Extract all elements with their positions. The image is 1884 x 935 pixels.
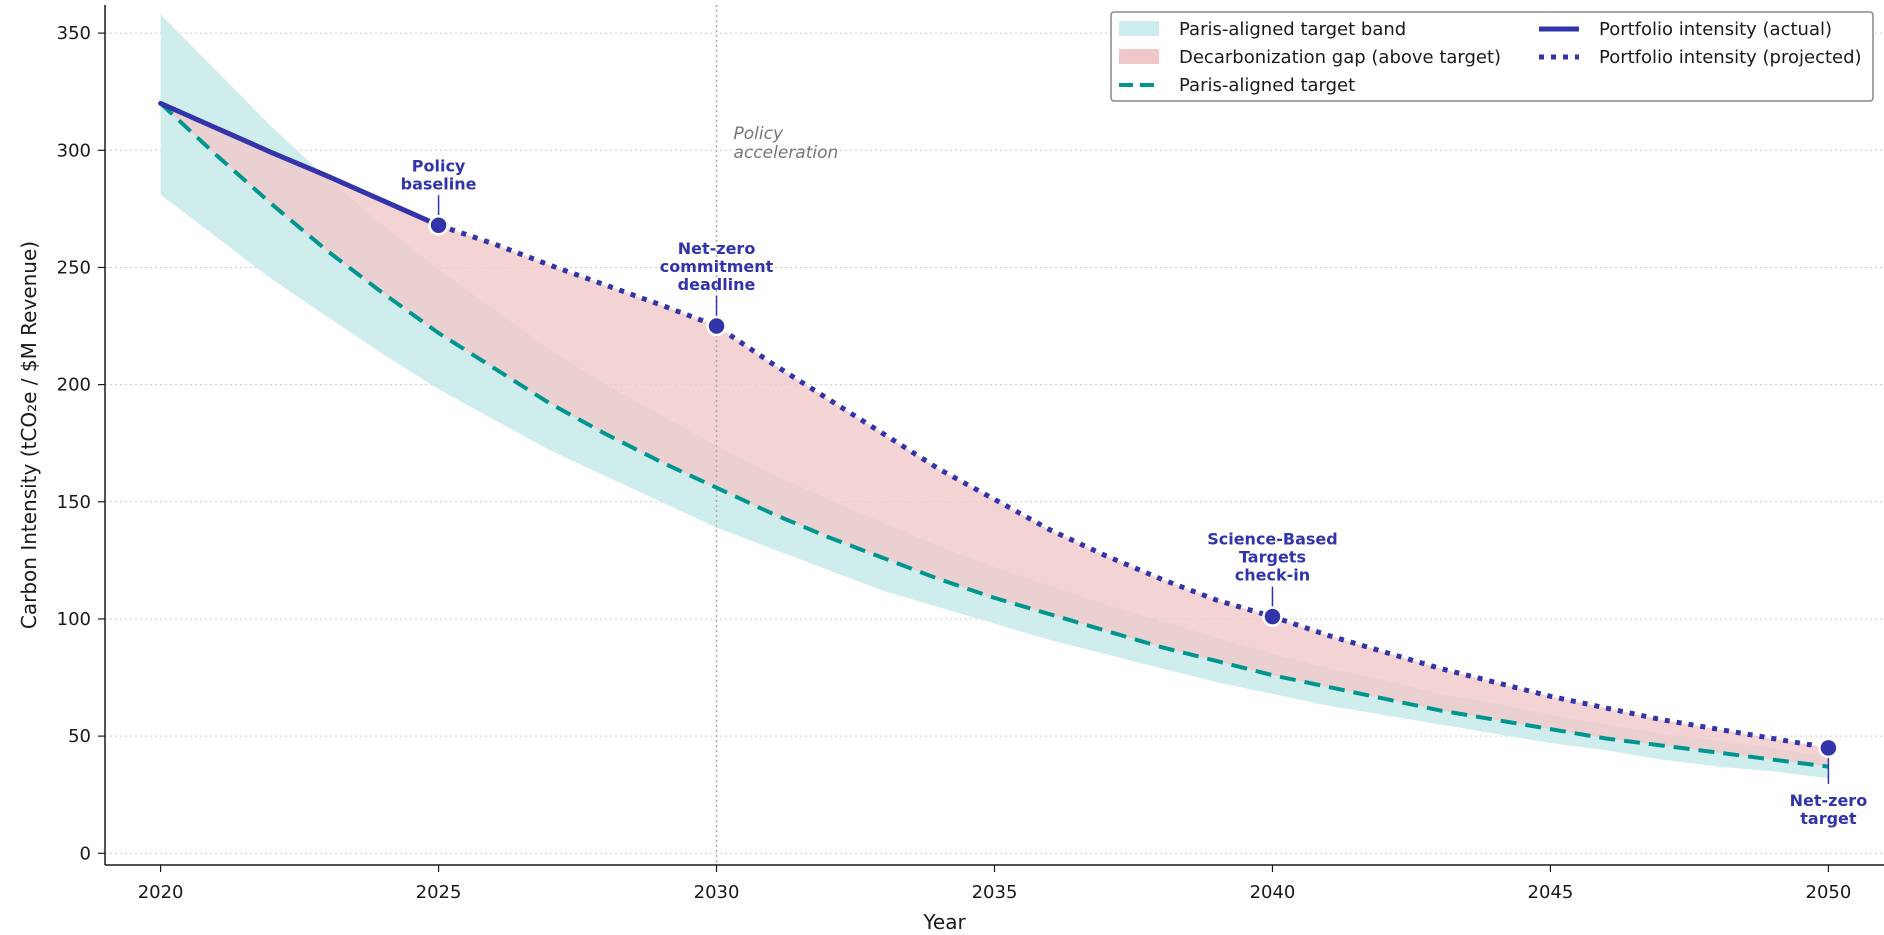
- y-tick-label: 150: [57, 492, 91, 513]
- legend-label: Portfolio intensity (actual): [1599, 19, 1832, 40]
- projected-line: [437, 222, 1829, 751]
- x-axis-title: Year: [922, 910, 966, 934]
- actual-line: [158, 100, 442, 228]
- milestone-marker: [1262, 606, 1283, 627]
- decarbonization-gap-area: [160, 103, 1829, 767]
- milestone-annotation: Net-zero commitment deadline: [660, 239, 774, 337]
- series-lines: [158, 100, 1829, 769]
- annotations: Policy baseline Net-zero commitment deadline…: [401, 156, 1868, 828]
- milestone-marker: [428, 215, 449, 236]
- target-band-area: [160, 14, 1829, 779]
- target-line: [159, 101, 1829, 769]
- legend-item-gap: Decarbonization gap (above target): [1119, 47, 1501, 68]
- legend-box: [1110, 11, 1874, 102]
- x-tick-label: 2030: [694, 882, 740, 903]
- y-tick-label: 50: [68, 726, 91, 747]
- axes: 0 50 100 150 200 250 300 350 2020 2025 2030 2035 204…: [57, 5, 1884, 903]
- annotation-label: Science-Based Targets check-in: [1207, 530, 1338, 585]
- y-tick-label: 100: [57, 609, 91, 630]
- fills: [160, 14, 1829, 779]
- milestone-annotation: Net-zero target: [1790, 737, 1868, 828]
- milestone-marker: [706, 315, 727, 337]
- legend-item-target: Paris-aligned target: [1119, 75, 1355, 96]
- legend-label: Portfolio intensity (projected): [1599, 47, 1862, 68]
- legend-label: Paris-aligned target band: [1179, 19, 1406, 40]
- y-tick-label: 300: [57, 140, 91, 161]
- x-tick-label: 2020: [138, 882, 184, 903]
- milestone-annotation: Policy baseline: [401, 156, 477, 236]
- x-tick-label: 2035: [972, 882, 1018, 903]
- legend-swatch: [1119, 49, 1159, 64]
- legend-item-projected: Portfolio intensity (projected): [1539, 47, 1862, 68]
- legend-swatch: [1119, 21, 1159, 36]
- legend-label: Decarbonization gap (above target): [1179, 47, 1501, 68]
- legend-label: Paris-aligned target: [1179, 75, 1355, 96]
- x-tick-label: 2045: [1528, 882, 1574, 903]
- policy-acceleration-marker: Policy acceleration: [715, 5, 839, 865]
- x-tick-label: 2025: [416, 882, 462, 903]
- legend-item-band: Paris-aligned target band: [1119, 19, 1406, 40]
- legend: Paris-aligned target band Decarbonization…: [1110, 11, 1874, 102]
- y-tick-label: 200: [57, 375, 91, 396]
- x-tick-label: 2050: [1806, 882, 1852, 903]
- y-tick-label: 350: [57, 23, 91, 44]
- y-tick-label: 250: [57, 257, 91, 278]
- y-tick-label: 0: [80, 843, 91, 864]
- vertical-marker-label: Policy acceleration: [734, 124, 839, 163]
- x-tick-label: 2040: [1250, 882, 1296, 903]
- annotation-label: Policy baseline: [401, 156, 477, 193]
- legend-item-actual: Portfolio intensity (actual): [1539, 19, 1832, 40]
- annotation-label: Net-zero commitment deadline: [660, 239, 774, 294]
- annotation-label: Net-zero target: [1790, 791, 1868, 828]
- y-axis-title: Carbon Intensity (tCO₂e / $M Revenue): [17, 241, 41, 629]
- milestone-annotation: Science-Based Targets check-in: [1207, 530, 1338, 627]
- milestone-marker: [1818, 737, 1839, 759]
